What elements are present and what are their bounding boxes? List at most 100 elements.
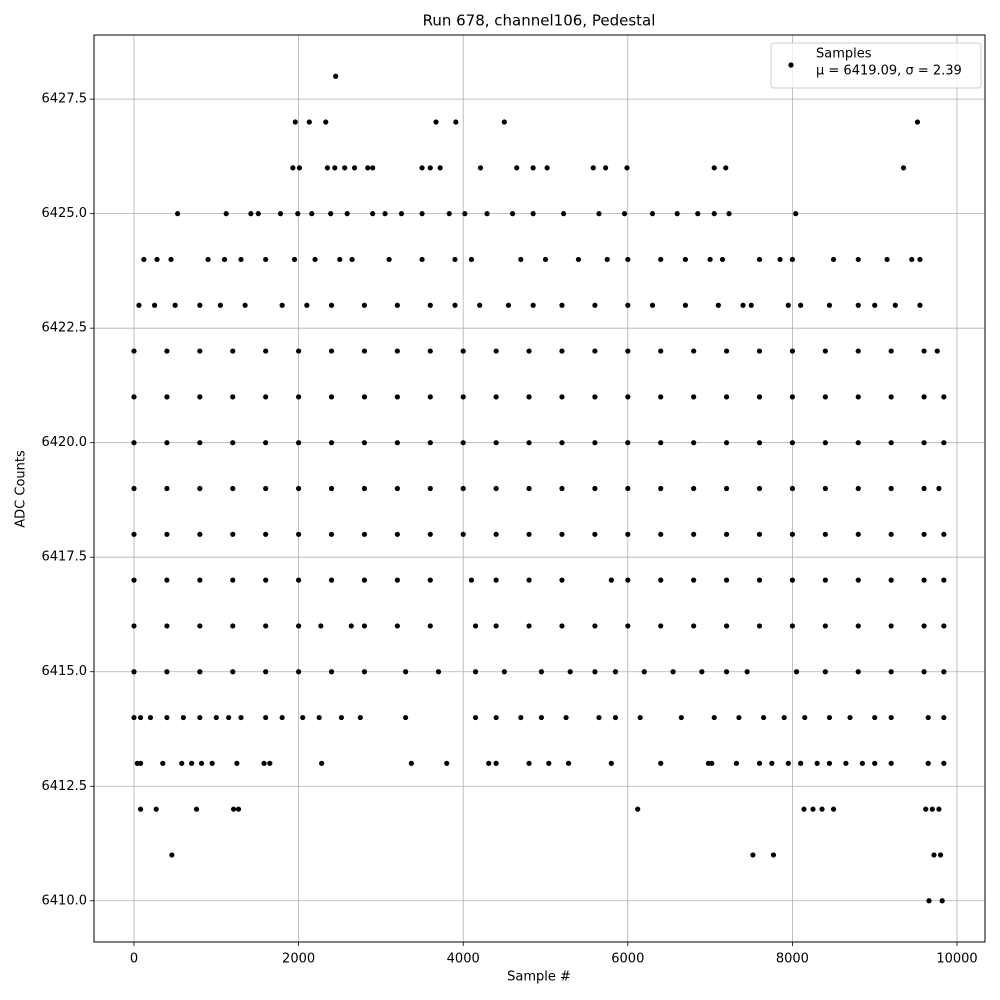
point (394, 302, 400, 308)
point (361, 485, 368, 492)
point (472, 714, 479, 721)
point (172, 302, 178, 308)
point (131, 348, 137, 354)
point (526, 760, 532, 766)
point (197, 577, 203, 583)
point (316, 714, 322, 721)
point (756, 577, 763, 583)
point (625, 256, 631, 263)
point (855, 669, 861, 675)
point (793, 211, 799, 217)
point (625, 348, 631, 354)
point (608, 760, 614, 766)
point (137, 806, 144, 812)
point (164, 577, 170, 583)
point (843, 760, 849, 766)
point (226, 714, 232, 721)
point (826, 302, 833, 308)
point (408, 760, 414, 766)
point (785, 760, 791, 766)
point (263, 623, 269, 629)
point (711, 165, 717, 171)
point (682, 256, 689, 263)
point (872, 302, 878, 308)
point (509, 211, 516, 217)
point (691, 440, 697, 446)
point (733, 760, 740, 766)
point (348, 623, 354, 629)
plot-frame (93, 34, 986, 943)
point (830, 256, 837, 263)
point (925, 714, 931, 721)
point (695, 211, 701, 217)
point (592, 623, 598, 629)
point (230, 806, 237, 812)
point (131, 440, 137, 446)
point (255, 211, 261, 217)
point (263, 394, 269, 400)
point (131, 623, 137, 629)
point (217, 302, 224, 308)
point (328, 577, 335, 583)
point (164, 669, 170, 675)
point (691, 348, 697, 354)
point (427, 394, 433, 400)
point (888, 577, 894, 583)
point (453, 119, 459, 125)
point (501, 669, 507, 675)
point (781, 714, 787, 721)
point (419, 165, 425, 171)
point (658, 531, 664, 537)
point (279, 302, 285, 308)
point (559, 531, 565, 537)
point (235, 806, 242, 812)
point (736, 714, 742, 721)
point (939, 898, 945, 904)
point (670, 669, 676, 675)
point (361, 623, 368, 629)
point (682, 302, 689, 308)
point (137, 760, 144, 766)
point (723, 165, 729, 171)
point (658, 440, 664, 446)
point (777, 256, 783, 263)
point (847, 714, 853, 721)
point (563, 714, 569, 721)
point (678, 714, 684, 721)
point (460, 348, 466, 354)
point (711, 714, 717, 721)
point (921, 440, 927, 446)
point (575, 256, 582, 263)
point (658, 394, 664, 400)
point (691, 394, 697, 400)
point (361, 440, 368, 446)
point (822, 531, 828, 537)
point (621, 211, 628, 217)
point (925, 760, 931, 766)
point (223, 211, 229, 217)
point (357, 714, 363, 721)
point (888, 485, 894, 492)
point (565, 760, 572, 766)
point (153, 806, 159, 812)
point (819, 806, 825, 812)
point (855, 531, 861, 537)
point (493, 348, 499, 354)
point (179, 760, 185, 766)
point (427, 531, 433, 537)
point (723, 348, 730, 354)
point (164, 485, 170, 492)
point (635, 806, 641, 812)
point (361, 669, 368, 675)
point (501, 119, 507, 125)
point (370, 165, 376, 171)
point (822, 394, 828, 400)
point (726, 211, 732, 217)
point (349, 256, 355, 263)
point (382, 211, 388, 217)
point (337, 256, 343, 263)
point (699, 669, 705, 675)
point (295, 211, 301, 217)
point (888, 531, 894, 537)
point (789, 440, 796, 446)
